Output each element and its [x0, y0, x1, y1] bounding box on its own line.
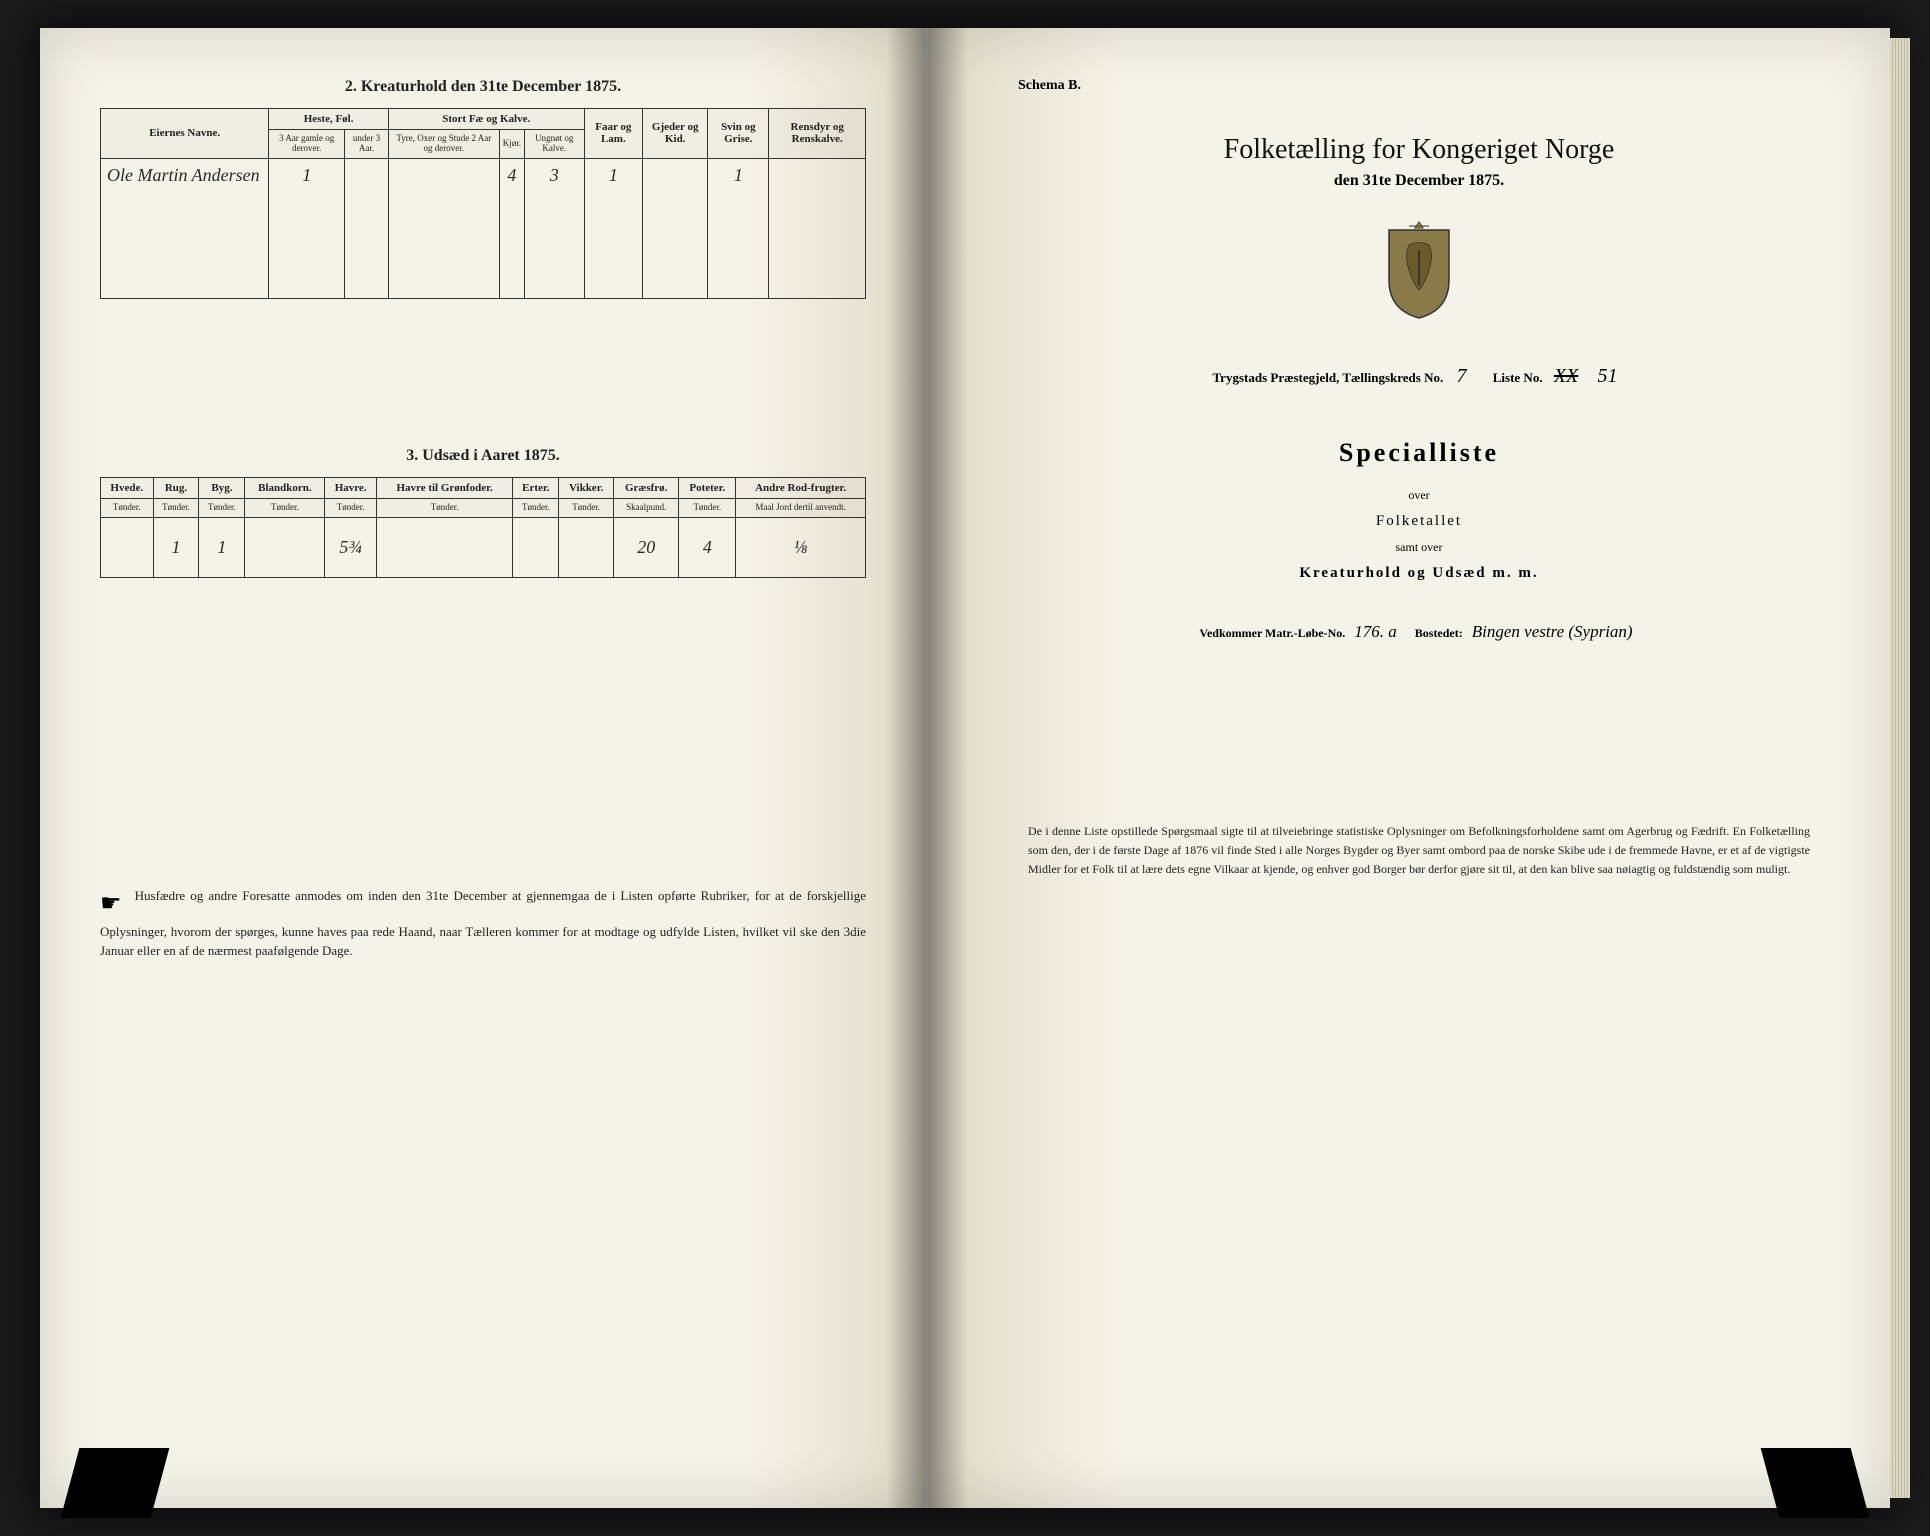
seed-val: ⅛ — [736, 517, 866, 577]
group-storfe: Stort Fæ og Kalve. — [388, 109, 584, 130]
seed-unit: Tønder. — [376, 498, 513, 517]
seed-val: 5¾ — [325, 517, 376, 577]
col-svin: Svin og Grise. — [708, 109, 769, 159]
section3-title: 3. Udsæd i Aaret 1875. — [100, 447, 866, 465]
matr-no: 176. a — [1348, 622, 1403, 641]
binding-shadow — [928, 28, 968, 1508]
col-owner: Eiernes Navne. — [101, 109, 269, 159]
left-page: 2. Kreaturhold den 31te December 1875. E… — [40, 28, 928, 1508]
seed-unit: Tønder. — [153, 498, 199, 517]
col-rensdyr: Rensdyr og Renskalve. — [769, 109, 866, 159]
seed-unit: Tønder. — [325, 498, 376, 517]
page-edges — [1890, 38, 1910, 1498]
seed-unit: Tønder. — [101, 498, 154, 517]
section2-title: 2. Kreaturhold den 31te December 1875. — [100, 78, 866, 96]
v-stor2: 4 — [499, 158, 524, 298]
over-2: samt over — [1008, 540, 1830, 555]
liste-struck: XX — [1546, 365, 1586, 388]
seed-col: Havre til Grønfoder. — [376, 477, 513, 498]
seed-val — [376, 517, 513, 577]
seed-val: 1 — [199, 517, 245, 577]
seed-unit: Tønder. — [559, 498, 614, 517]
census-book: 2. Kreaturhold den 31te December 1875. E… — [40, 28, 1890, 1508]
seed-col: Vikker. — [559, 477, 614, 498]
bosted-value: Bingen vestre (Syprian) — [1466, 622, 1639, 641]
sub-heste2: under 3 Aar. — [345, 130, 389, 159]
liste-label: Liste No. — [1493, 370, 1543, 385]
v-faar: 1 — [584, 158, 643, 298]
col-gjeder: Gjeder og Kid. — [643, 109, 708, 159]
livestock-table: Eiernes Navne. Heste, Føl. Stort Fæ og K… — [100, 108, 866, 299]
notice-block: ☛ Husfædre og andre Foresatte anmodes om… — [100, 886, 866, 961]
v-heste2 — [345, 158, 389, 298]
notice-text: Husfædre og andre Foresatte anmodes om i… — [100, 888, 866, 959]
seed-col: Poteter. — [679, 477, 736, 498]
matr-label: Vedkommer Matr.-Løbe-No. — [1199, 626, 1345, 640]
v-heste1: 1 — [269, 158, 345, 298]
district-label: Trygstads Præstegjeld, Tællingskreds No. — [1212, 370, 1443, 385]
seed-val: 4 — [679, 517, 736, 577]
over-1: over — [1008, 488, 1830, 503]
coat-of-arms-icon — [1008, 220, 1830, 325]
v-ren — [769, 158, 866, 298]
seed-val: 20 — [614, 517, 679, 577]
seed-val: 1 — [153, 517, 199, 577]
bosted-label: Bostedet: — [1415, 626, 1463, 640]
sub-heste1: 3 Aar gamle og derover. — [269, 130, 345, 159]
census-subtitle: den 31te December 1875. — [1008, 172, 1830, 190]
subject-1: Folketallet — [1008, 513, 1830, 530]
bottom-paragraph: De i denne Liste opstillede Spørgsmaal s… — [1008, 822, 1830, 880]
livestock-row: Ole Martin Andersen 1 4 3 1 1 — [101, 158, 866, 298]
seed-col: Hvede. — [101, 477, 154, 498]
binder-clip-icon — [1761, 1448, 1870, 1518]
schema-label: Schema B. — [1018, 78, 1830, 94]
seed-unit: Tønder. — [199, 498, 245, 517]
seed-col: Græsfrø. — [614, 477, 679, 498]
col-faar: Faar og Lam. — [584, 109, 643, 159]
seed-val — [559, 517, 614, 577]
seed-unit: Tønder. — [679, 498, 736, 517]
seed-val — [513, 517, 559, 577]
pointing-hand-icon: ☛ — [100, 886, 122, 922]
seed-col: Havre. — [325, 477, 376, 498]
v-stor1 — [388, 158, 499, 298]
binding-shadow — [886, 28, 926, 1508]
matr-line: Vedkommer Matr.-Løbe-No. 176. a Bostedet… — [1008, 622, 1830, 642]
seed-table: Hvede. Rug. Byg. Blandkorn. Havre. Havre… — [100, 477, 866, 578]
census-title: Folketælling for Kongeriget Norge — [1008, 134, 1830, 166]
seed-value-row: 1 1 5¾ 20 4 ⅛ — [101, 517, 866, 577]
liste-no: 51 — [1590, 365, 1626, 388]
subject-2: Kreaturhold og Udsæd m. m. — [1008, 565, 1830, 582]
seed-unit-row: Tønder. Tønder. Tønder. Tønder. Tønder. … — [101, 498, 866, 517]
seed-col: Rug. — [153, 477, 199, 498]
sub-stor1: Tyre, Oxer og Stude 2 Aar og derover. — [388, 130, 499, 159]
v-gjeder — [643, 158, 708, 298]
special-title: Specialliste — [1008, 438, 1830, 468]
seed-val — [101, 517, 154, 577]
v-svin: 1 — [708, 158, 769, 298]
v-stor3: 3 — [524, 158, 584, 298]
seed-col: Blandkorn. — [245, 477, 325, 498]
district-no: 7 — [1446, 365, 1476, 388]
seed-unit: Tønder. — [513, 498, 559, 517]
seed-header-row: Hvede. Rug. Byg. Blandkorn. Havre. Havre… — [101, 477, 866, 498]
seed-unit: Tønder. — [245, 498, 325, 517]
seed-col: Erter. — [513, 477, 559, 498]
seed-unit: Skaalpund. — [614, 498, 679, 517]
sub-stor3: Ungnøt og Kalve. — [524, 130, 584, 159]
right-page: Schema B. Folketælling for Kongeriget No… — [928, 28, 1890, 1508]
group-heste: Heste, Føl. — [269, 109, 389, 130]
district-line: Trygstads Præstegjeld, Tællingskreds No.… — [1008, 365, 1830, 388]
seed-val — [245, 517, 325, 577]
binder-clip-icon — [61, 1448, 170, 1518]
seed-col: Byg. — [199, 477, 245, 498]
owner-name: Ole Martin Andersen — [101, 158, 269, 298]
seed-col: Andre Rod-frugter. — [736, 477, 866, 498]
sub-stor2: Kjør. — [499, 130, 524, 159]
seed-unit: Maal Jord dertil anvendt. — [736, 498, 866, 517]
